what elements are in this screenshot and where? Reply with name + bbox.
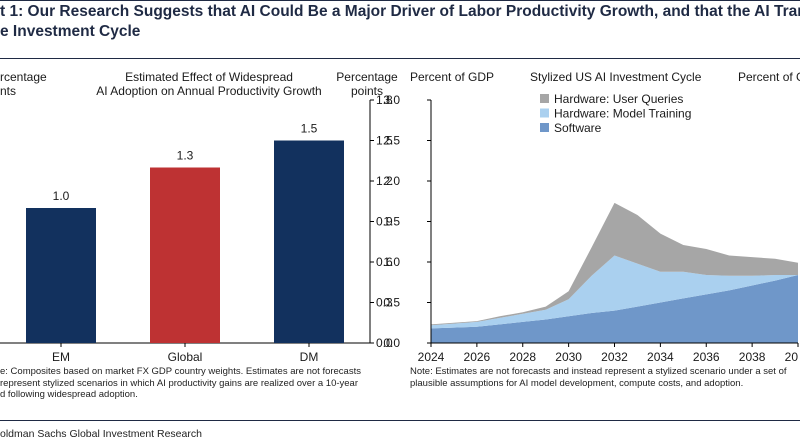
legend-label: Hardware: User Queries: [554, 92, 683, 106]
right-x-tick-label: 2034: [647, 350, 674, 364]
left-chart-subtitle: Estimated Effect of Widespread AI Adopti…: [96, 70, 322, 98]
left-y-tick-label: 0.6: [376, 255, 393, 269]
legend-label: Software: [554, 121, 602, 135]
legend-swatch: [540, 108, 549, 118]
right-y-tick-label: 3.0: [383, 93, 400, 107]
legend-label: Hardware: Model Training: [554, 107, 691, 121]
right-y-tick-label: 2.5: [383, 134, 400, 148]
title-top-rule: [0, 0, 800, 1]
chart-title: t 1: Our Research Suggests that AI Could…: [0, 2, 800, 42]
left-y-tick-label: 0.3: [376, 296, 393, 310]
right-x-tick-label: 2026: [464, 350, 491, 364]
left-y-axis-label-left: rcentage nts: [0, 70, 47, 98]
right-y-tick-label: 1.5: [383, 215, 400, 229]
right-x-tick-label: 2032: [601, 350, 628, 364]
bar-category-label: EM: [52, 350, 70, 364]
right-y-tick-label: 0.5: [383, 296, 400, 310]
legend-swatch: [540, 123, 549, 132]
bar-dm: [274, 140, 344, 343]
source-rule: [0, 420, 800, 421]
bar-global: [150, 167, 220, 343]
right-chart-note: Note: Estimates are not forecasts and in…: [410, 366, 787, 389]
title-bottom-rule: [0, 58, 800, 59]
right-y-tick-label: 1.0: [383, 255, 400, 269]
right-chart-subtitle: Stylized US AI Investment Cycle: [530, 70, 702, 84]
right-x-tick-label: 2030: [555, 350, 582, 364]
area-hardware-model-training: [431, 255, 798, 329]
right-y-tick-label: 0.0: [383, 336, 400, 350]
bar-data-label: 1.3: [177, 149, 194, 163]
bar-category-label: DM: [300, 350, 319, 364]
legend-swatch: [540, 94, 549, 103]
left-y-tick-label: 1.5: [376, 134, 393, 148]
area-hardware-user-queries: [431, 202, 798, 326]
left-chart-note: e: Composites based on market FX GDP cou…: [0, 366, 361, 400]
right-x-tick-label: 2028: [509, 350, 536, 364]
left-y-tick-label: 0.0: [376, 336, 393, 350]
left-y-tick-label: 0.9: [376, 215, 393, 229]
bar-data-label: 1.0: [53, 189, 70, 203]
source-text: oldman Sachs Global Investment Research: [0, 428, 202, 440]
bar-data-label: 1.5: [301, 122, 318, 136]
chart-title-line2: e Investment Cycle: [0, 23, 141, 40]
right-x-tick-label: 2036: [693, 350, 720, 364]
right-x-tick-label: 2038: [739, 350, 766, 364]
left-y-tick-label: 1.2: [376, 174, 393, 188]
bar-category-label: Global: [168, 350, 203, 364]
bar-em: [26, 208, 96, 343]
right-y-axis-label-left: Percent of GDP: [410, 70, 495, 84]
area-software: [431, 275, 798, 343]
right-x-tick-label: 2024: [418, 350, 445, 364]
right-y-tick-label: 2.0: [383, 174, 400, 188]
right-x-tick-label: 20: [785, 350, 799, 364]
left-y-axis-label-right: Percentage points: [336, 70, 398, 98]
right-y-axis-label-right: Percent of G: [738, 70, 800, 84]
chart-title-line1: t 1: Our Research Suggests that AI Could…: [0, 3, 800, 20]
left-y-tick-label: 1.8: [376, 93, 393, 107]
